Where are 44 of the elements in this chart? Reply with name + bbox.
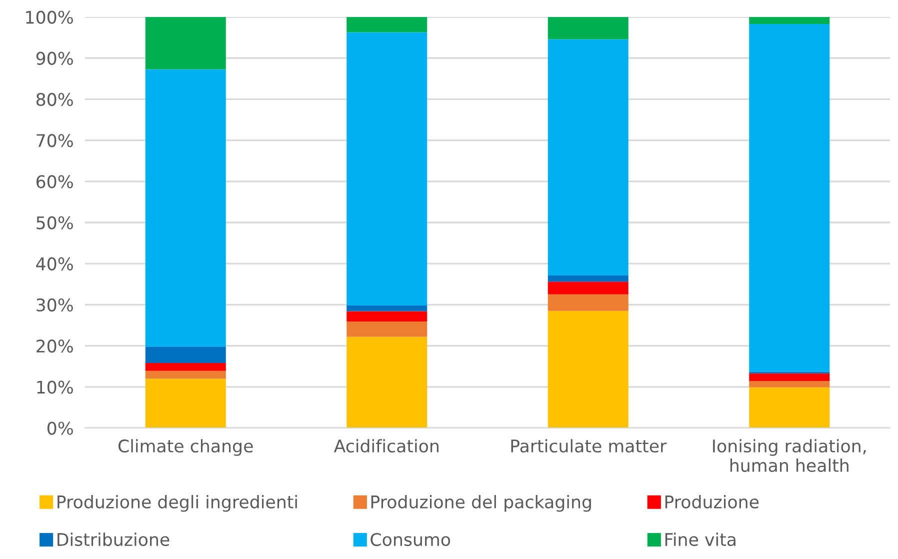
y-tick-label: 60%: [36, 175, 73, 188]
y-tick-label: 20%: [36, 340, 73, 353]
bar: [145, 370, 226, 379]
bar: [548, 39, 628, 276]
bar: [548, 294, 628, 311]
bar: [548, 17, 628, 40]
bar: [749, 387, 830, 428]
y-tick-label: 50%: [36, 216, 73, 230]
legend-label: Distribuzione: [58, 532, 170, 546]
y-tick-label: 40%: [36, 257, 73, 270]
bar: [145, 363, 226, 371]
x-tick-label: Climate change: [118, 439, 253, 456]
bar: [145, 17, 226, 70]
y-tick-label: 30%: [36, 298, 73, 312]
x-tick-label: Acidification: [334, 439, 438, 453]
y-tick-label: 70%: [36, 134, 73, 148]
bar: [346, 32, 428, 306]
bar: [548, 282, 628, 294]
bar: [749, 24, 830, 372]
bar: [548, 310, 628, 428]
bar: [548, 276, 628, 282]
y-tick-label: 90%: [36, 52, 73, 65]
legend-label: Produzione degli ingredienti: [58, 495, 297, 512]
x-tick-label: Particulate matter: [511, 439, 667, 453]
bar: [749, 373, 830, 382]
bar: [346, 322, 428, 337]
bar: [749, 17, 830, 24]
bar: [145, 346, 226, 364]
bar: [346, 17, 428, 32]
bar: [145, 69, 226, 347]
legend-label: Fine vita: [665, 532, 736, 546]
bar: [145, 378, 226, 428]
bar: [749, 381, 830, 388]
legend-label: Produzione: [665, 495, 759, 508]
legend-label: Produzione del packaging: [371, 495, 591, 512]
y-tick-label: 10%: [37, 380, 73, 394]
x-tick-label: Ionising radiation, human health: [713, 439, 866, 472]
legend-label: Consumo: [370, 532, 450, 546]
y-tick-label: 0%: [47, 422, 73, 435]
bar: [346, 311, 428, 322]
y-tick-label: 100%: [26, 10, 73, 24]
y-tick-label: 80%: [36, 92, 73, 106]
bar: [346, 306, 428, 312]
bar: [346, 336, 428, 428]
